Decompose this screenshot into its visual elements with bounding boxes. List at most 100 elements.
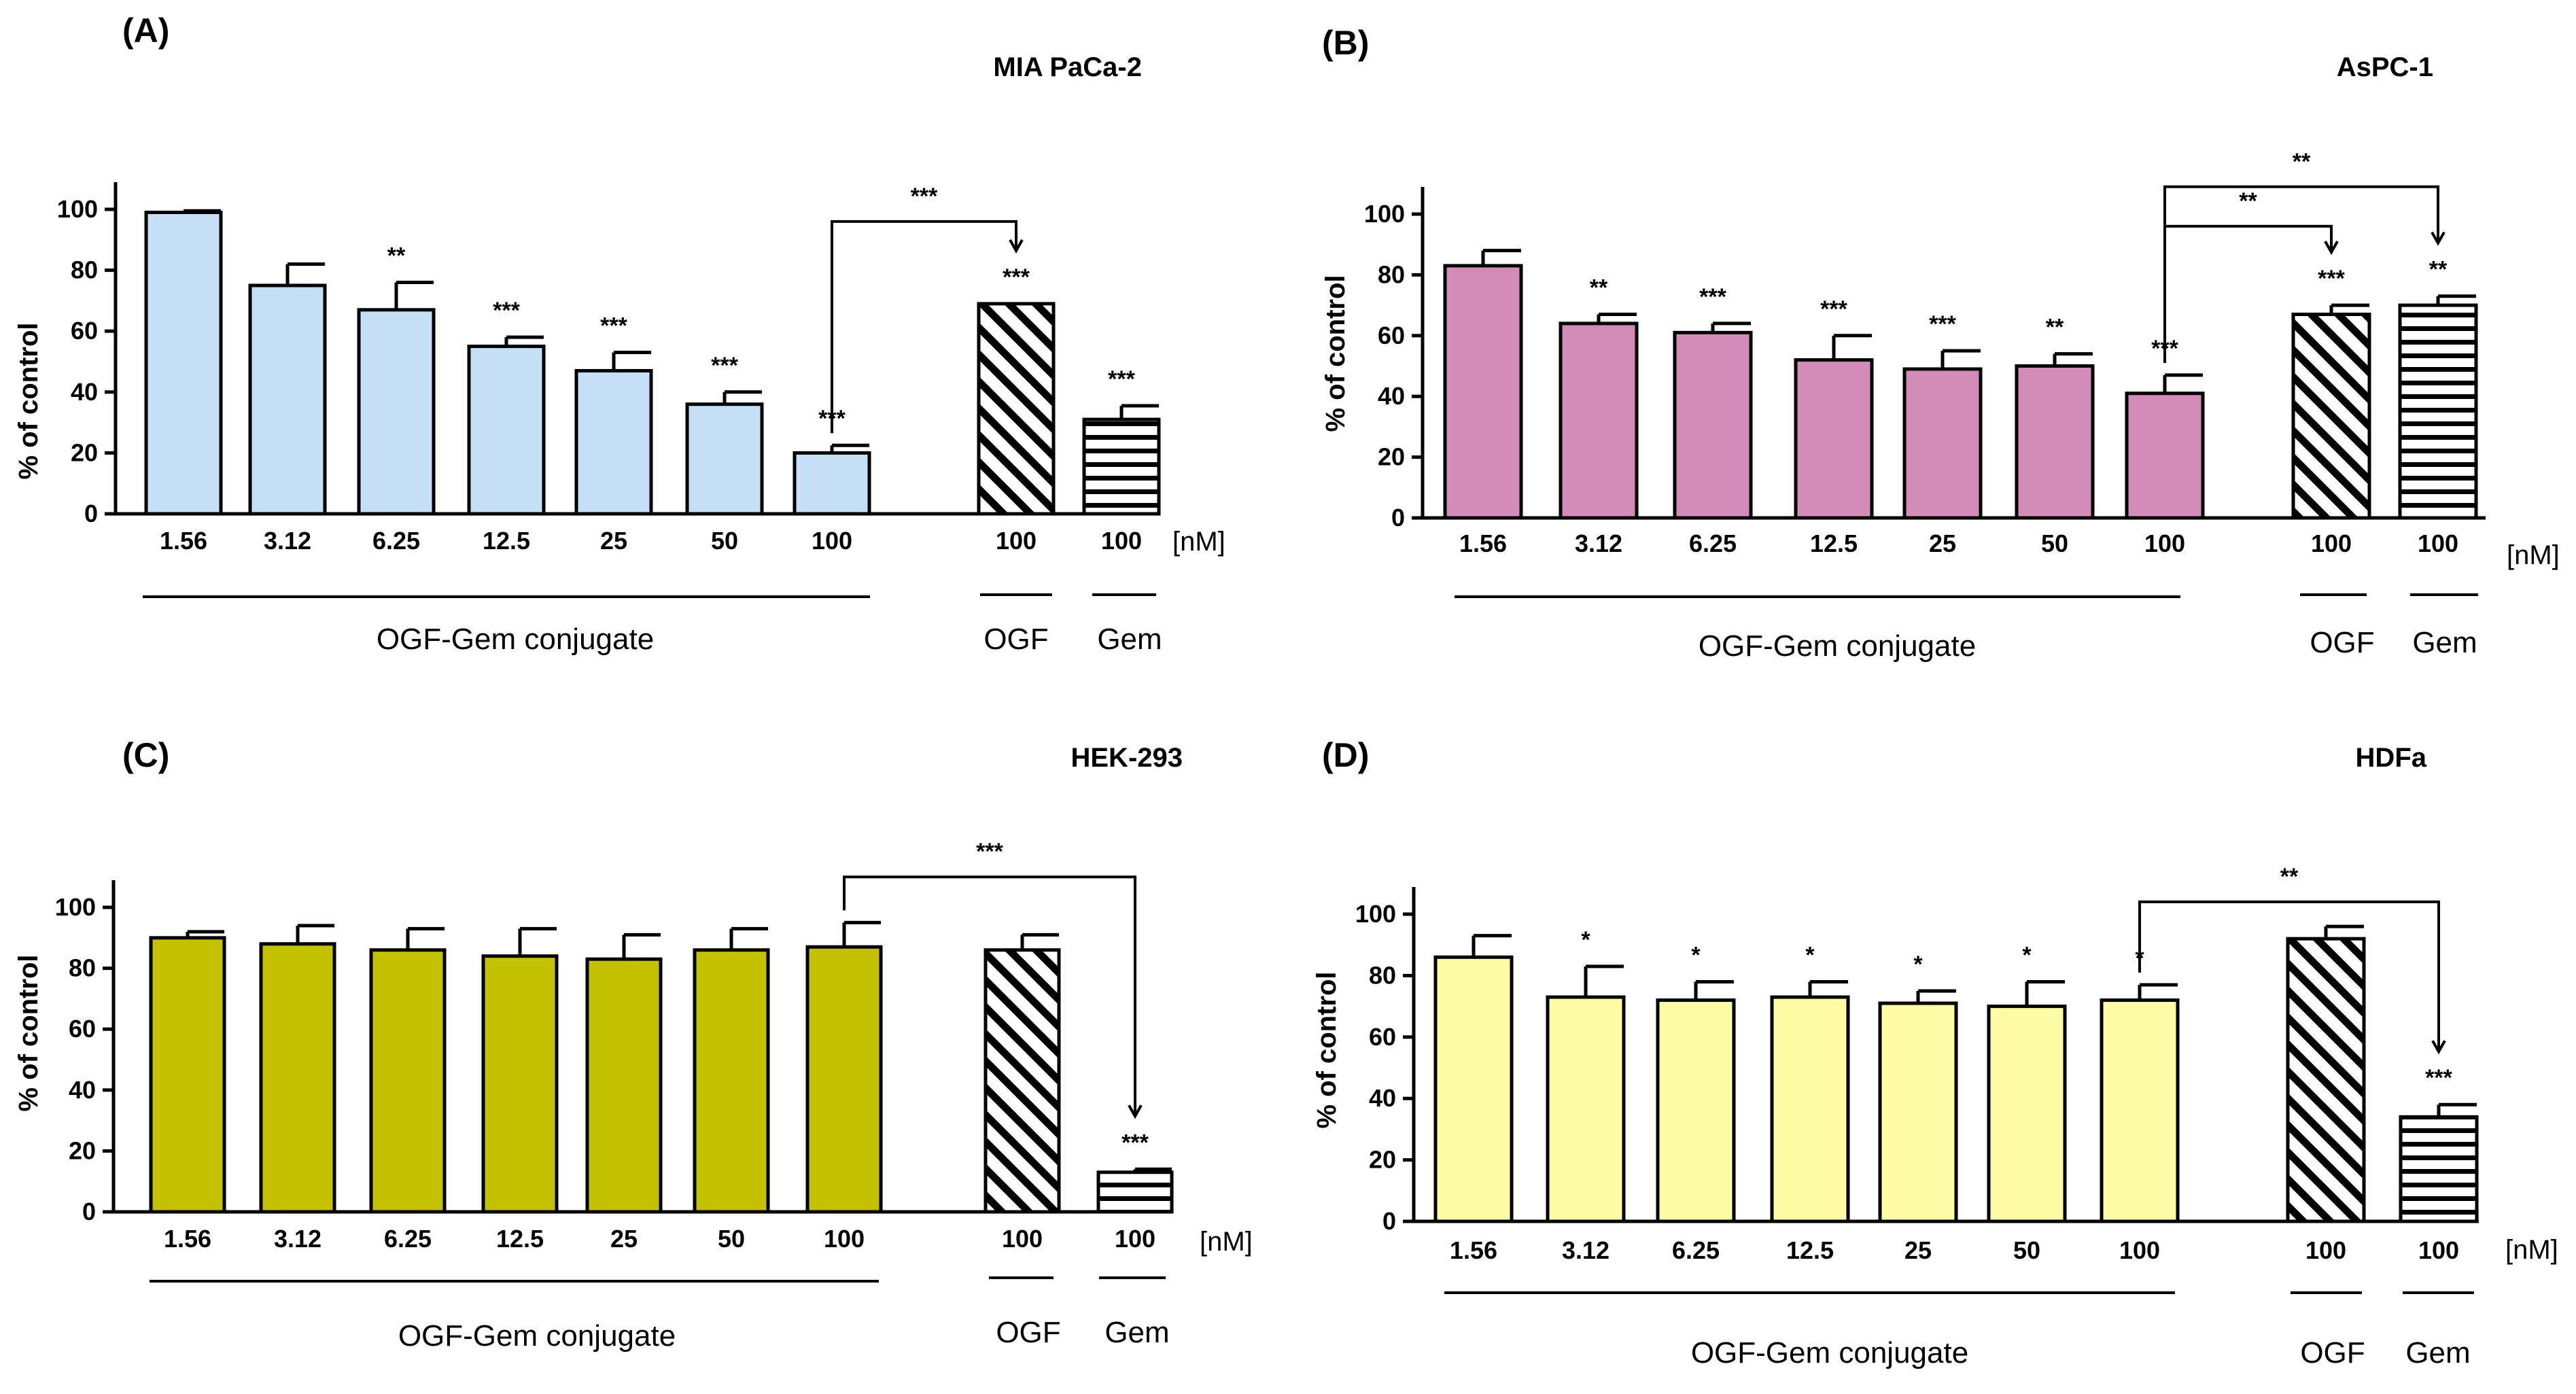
chart-title: HDFa xyxy=(2356,743,2427,773)
x-tick-label: 12.5 xyxy=(1786,1236,1834,1264)
y-tick-label: 80 xyxy=(1369,961,1396,989)
y-tick-label: 20 xyxy=(69,1136,96,1164)
significance-marker: *** xyxy=(1929,311,1956,337)
bar-conjugate-100 xyxy=(2125,391,2205,520)
significance-marker: ** xyxy=(387,243,406,269)
x-tick-label: 1.56 xyxy=(160,527,207,555)
y-tick-label: 40 xyxy=(69,1076,96,1104)
y-tick-label: 60 xyxy=(69,1015,96,1043)
significance-bracket xyxy=(831,220,1017,434)
significance-marker: * xyxy=(2022,942,2032,968)
unit-label: [nM] xyxy=(2505,1235,2558,1265)
bracket-arrowhead xyxy=(2324,241,2339,256)
significance-marker: *** xyxy=(1121,1130,1149,1155)
x-tick-label: 12.5 xyxy=(1810,529,1858,557)
panel-label: (B) xyxy=(1322,24,1369,62)
y-axis-label: % of control xyxy=(1321,275,1351,432)
x-tick-label: 12.5 xyxy=(483,527,530,555)
x-tick-label: 100 xyxy=(1101,527,1142,555)
bar-conjugate-1_56 xyxy=(144,210,223,516)
bar-conjugate-100 xyxy=(793,451,871,516)
bar-conjugate-25 xyxy=(1902,367,1983,520)
significance-bracket xyxy=(2163,185,2439,363)
panel-d: (D) HDFa % of control [nM] OGF-Gem conju… xyxy=(1312,736,2558,1370)
x-tick-label: 12.5 xyxy=(496,1225,544,1253)
significance-marker: * xyxy=(1913,952,1923,977)
x-tick-label: 100 xyxy=(996,527,1037,555)
x-tick-label: 100 xyxy=(2418,529,2458,557)
significance-marker: ** xyxy=(1590,275,1608,301)
significance-marker: * xyxy=(1805,942,1815,968)
bar-gem-100 xyxy=(2399,1115,2479,1223)
significance-marker: *** xyxy=(1003,264,1030,290)
y-tick-label: 40 xyxy=(1378,382,1405,410)
bar-conjugate-12_5 xyxy=(1794,358,1874,520)
x-tick-label: 100 xyxy=(2305,1236,2346,1264)
unit-label: [nM] xyxy=(2507,540,2560,570)
bar-gem-100 xyxy=(2398,303,2478,520)
y-axis-label: % of control xyxy=(14,954,43,1111)
x-tick-label: 3.12 xyxy=(1575,529,1622,557)
x-tick-label: 50 xyxy=(2013,1236,2040,1264)
x-tick-label: 25 xyxy=(610,1225,638,1253)
plot-area: 0 20 40 60 80 100 1.56 ** 3.12 *** 6.25 *** 12.5 *** 2… xyxy=(1364,149,2486,598)
chart-title: HEK-293 xyxy=(1071,743,1183,773)
y-axis-label: % of control xyxy=(14,322,43,479)
bar-ogf-100 xyxy=(984,948,1061,1214)
x-tick-label: 6.25 xyxy=(1689,529,1737,557)
x-tick-label: 6.25 xyxy=(384,1225,432,1253)
ogf-group-label: OGF xyxy=(2310,626,2374,659)
bar-conjugate-6_25 xyxy=(357,308,436,516)
y-tick-label: 100 xyxy=(57,195,98,223)
ogf-group-label: OGF xyxy=(996,1316,1060,1349)
conjugate-group-label: OGF-Gem conjugate xyxy=(1691,1336,1968,1370)
x-tick-label: 100 xyxy=(1115,1225,1155,1253)
chart-title: AsPC-1 xyxy=(2337,52,2433,82)
y-tick-label: 40 xyxy=(71,378,98,406)
bar-conjugate-50 xyxy=(685,402,764,516)
bracket-arrowhead xyxy=(1128,1104,1143,1119)
bracket-significance-label: *** xyxy=(911,184,938,209)
x-tick-label: 100 xyxy=(2311,529,2352,557)
x-tick-label: 100 xyxy=(2418,1236,2459,1264)
significance-marker: *** xyxy=(2425,1065,2452,1091)
x-tick-label: 50 xyxy=(718,1225,745,1253)
y-tick-label: 0 xyxy=(82,1198,96,1225)
y-tick-label: 60 xyxy=(1378,321,1405,349)
significance-marker: ** xyxy=(2046,315,2064,341)
x-tick-label: 25 xyxy=(1929,529,1956,557)
bar-conjugate-6_25 xyxy=(369,948,447,1214)
x-tick-label: 100 xyxy=(2119,1236,2160,1264)
x-tick-label: 25 xyxy=(600,527,627,555)
bar-conjugate-3_12 xyxy=(1546,995,1626,1223)
x-tick-label: 1.56 xyxy=(1450,1236,1497,1264)
y-tick-label: 0 xyxy=(84,500,98,527)
bar-conjugate-50 xyxy=(2015,364,2095,520)
bar-gem-100 xyxy=(1096,1170,1174,1214)
significance-marker: *** xyxy=(1699,284,1726,310)
bar-conjugate-12_5 xyxy=(481,954,559,1214)
bar-conjugate-100 xyxy=(805,945,883,1214)
panel-label: (D) xyxy=(1322,736,1369,774)
bar-conjugate-1_56 xyxy=(1443,264,1523,520)
unit-label: [nM] xyxy=(1172,527,1225,557)
bar-conjugate-6_25 xyxy=(1673,330,1753,520)
plot-area: 0 20 40 60 80 100 1.56 3.12 ** 6.25 *** 12.5 *** 25 **… xyxy=(57,182,1161,598)
bar-conjugate-1_56 xyxy=(149,936,226,1214)
bar-conjugate-25 xyxy=(585,957,663,1214)
bar-conjugate-25 xyxy=(574,368,653,516)
y-tick-label: 100 xyxy=(55,893,96,921)
significance-bracket xyxy=(2138,900,2440,1052)
panel-c: (C) HEK-293 % of control [nM] OGF-Gem co… xyxy=(14,736,1253,1353)
x-tick-label: 6.25 xyxy=(372,527,420,555)
y-tick-label: 20 xyxy=(71,438,98,466)
plot-area: 0204060801001.56*3.12*6.25*12.5*25*50*10… xyxy=(1355,864,2479,1294)
bar-conjugate-6_25 xyxy=(1656,998,1736,1223)
conjugate-group-label: OGF-Gem conjugate xyxy=(398,1319,676,1353)
x-tick-label: 100 xyxy=(824,1225,865,1253)
x-tick-label: 100 xyxy=(1002,1225,1043,1253)
unit-label: [nM] xyxy=(1200,1227,1253,1257)
chart-title: MIA PaCa-2 xyxy=(993,52,1142,82)
bracket-significance-label: ** xyxy=(2280,864,2299,890)
gem-group-label: Gem xyxy=(2412,626,2477,659)
